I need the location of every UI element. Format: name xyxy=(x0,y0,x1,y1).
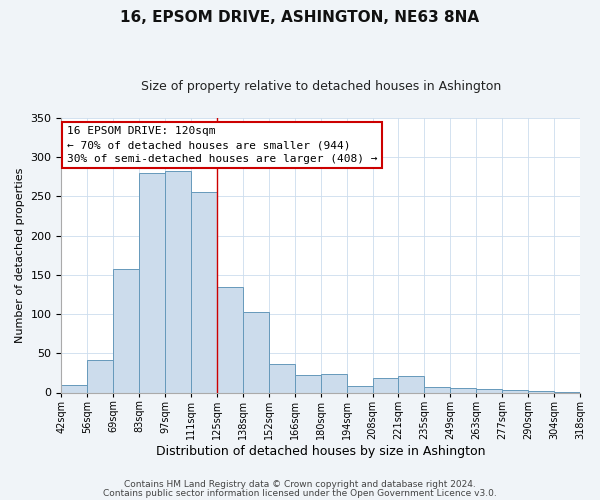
Bar xyxy=(191,192,217,392)
Bar xyxy=(139,172,165,392)
Bar xyxy=(476,390,502,392)
Bar xyxy=(373,378,398,392)
Bar xyxy=(295,375,321,392)
Text: 16 EPSOM DRIVE: 120sqm
← 70% of detached houses are smaller (944)
30% of semi-de: 16 EPSOM DRIVE: 120sqm ← 70% of detached… xyxy=(67,126,377,164)
Bar xyxy=(113,270,139,392)
Bar xyxy=(243,312,269,392)
Bar xyxy=(424,387,451,392)
Bar xyxy=(528,391,554,392)
Bar xyxy=(398,376,424,392)
Bar xyxy=(165,171,191,392)
Text: Contains public sector information licensed under the Open Government Licence v3: Contains public sector information licen… xyxy=(103,488,497,498)
Y-axis label: Number of detached properties: Number of detached properties xyxy=(15,168,25,343)
X-axis label: Distribution of detached houses by size in Ashington: Distribution of detached houses by size … xyxy=(156,444,485,458)
Title: Size of property relative to detached houses in Ashington: Size of property relative to detached ho… xyxy=(140,80,501,93)
Bar xyxy=(502,390,528,392)
Bar xyxy=(61,384,88,392)
Bar xyxy=(347,386,373,392)
Bar xyxy=(269,364,295,392)
Text: Contains HM Land Registry data © Crown copyright and database right 2024.: Contains HM Land Registry data © Crown c… xyxy=(124,480,476,489)
Bar xyxy=(321,374,347,392)
Bar xyxy=(451,388,476,392)
Bar xyxy=(88,360,113,392)
Bar xyxy=(217,286,243,393)
Text: 16, EPSOM DRIVE, ASHINGTON, NE63 8NA: 16, EPSOM DRIVE, ASHINGTON, NE63 8NA xyxy=(121,10,479,25)
